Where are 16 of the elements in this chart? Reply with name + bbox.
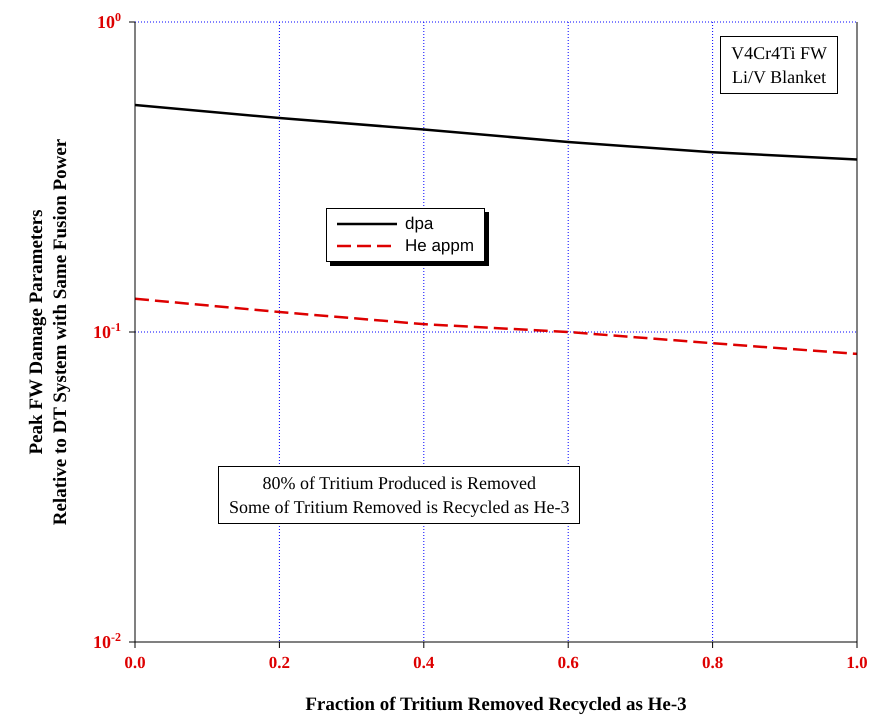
annotation: 80% of Tritium Produced is Removed Some of Tritium Removed is Recycled as He-3	[229, 472, 570, 519]
x-axis-title: Fraction of Tritium Removed Recycled as He-3	[305, 694, 687, 715]
y-tick-label: 10$^{-2}$	[93, 630, 121, 652]
x-tick-label: 0.8	[702, 653, 724, 672]
x-tick-label: 0.4	[413, 653, 435, 672]
x-tick-label: 0.0	[124, 653, 146, 672]
legend-label: He appm	[405, 235, 474, 257]
y-tick-label: 10$^{0}$	[97, 10, 121, 32]
annotation: V4Cr4Ti FW Li/V Blanket	[731, 42, 827, 89]
x-tick-label: 1.0	[846, 653, 868, 672]
legend-label: dpa	[405, 213, 434, 235]
y-axis-title: Peak FW Damage Parameters Relative to DT System with Same Fusion Power	[26, 138, 71, 526]
x-tick-label: 0.2	[268, 653, 290, 672]
line-series	[135, 298, 857, 356]
x-tick-label: 0.6	[558, 653, 579, 672]
y-tick-label: 10$^{-1}$	[93, 320, 121, 342]
